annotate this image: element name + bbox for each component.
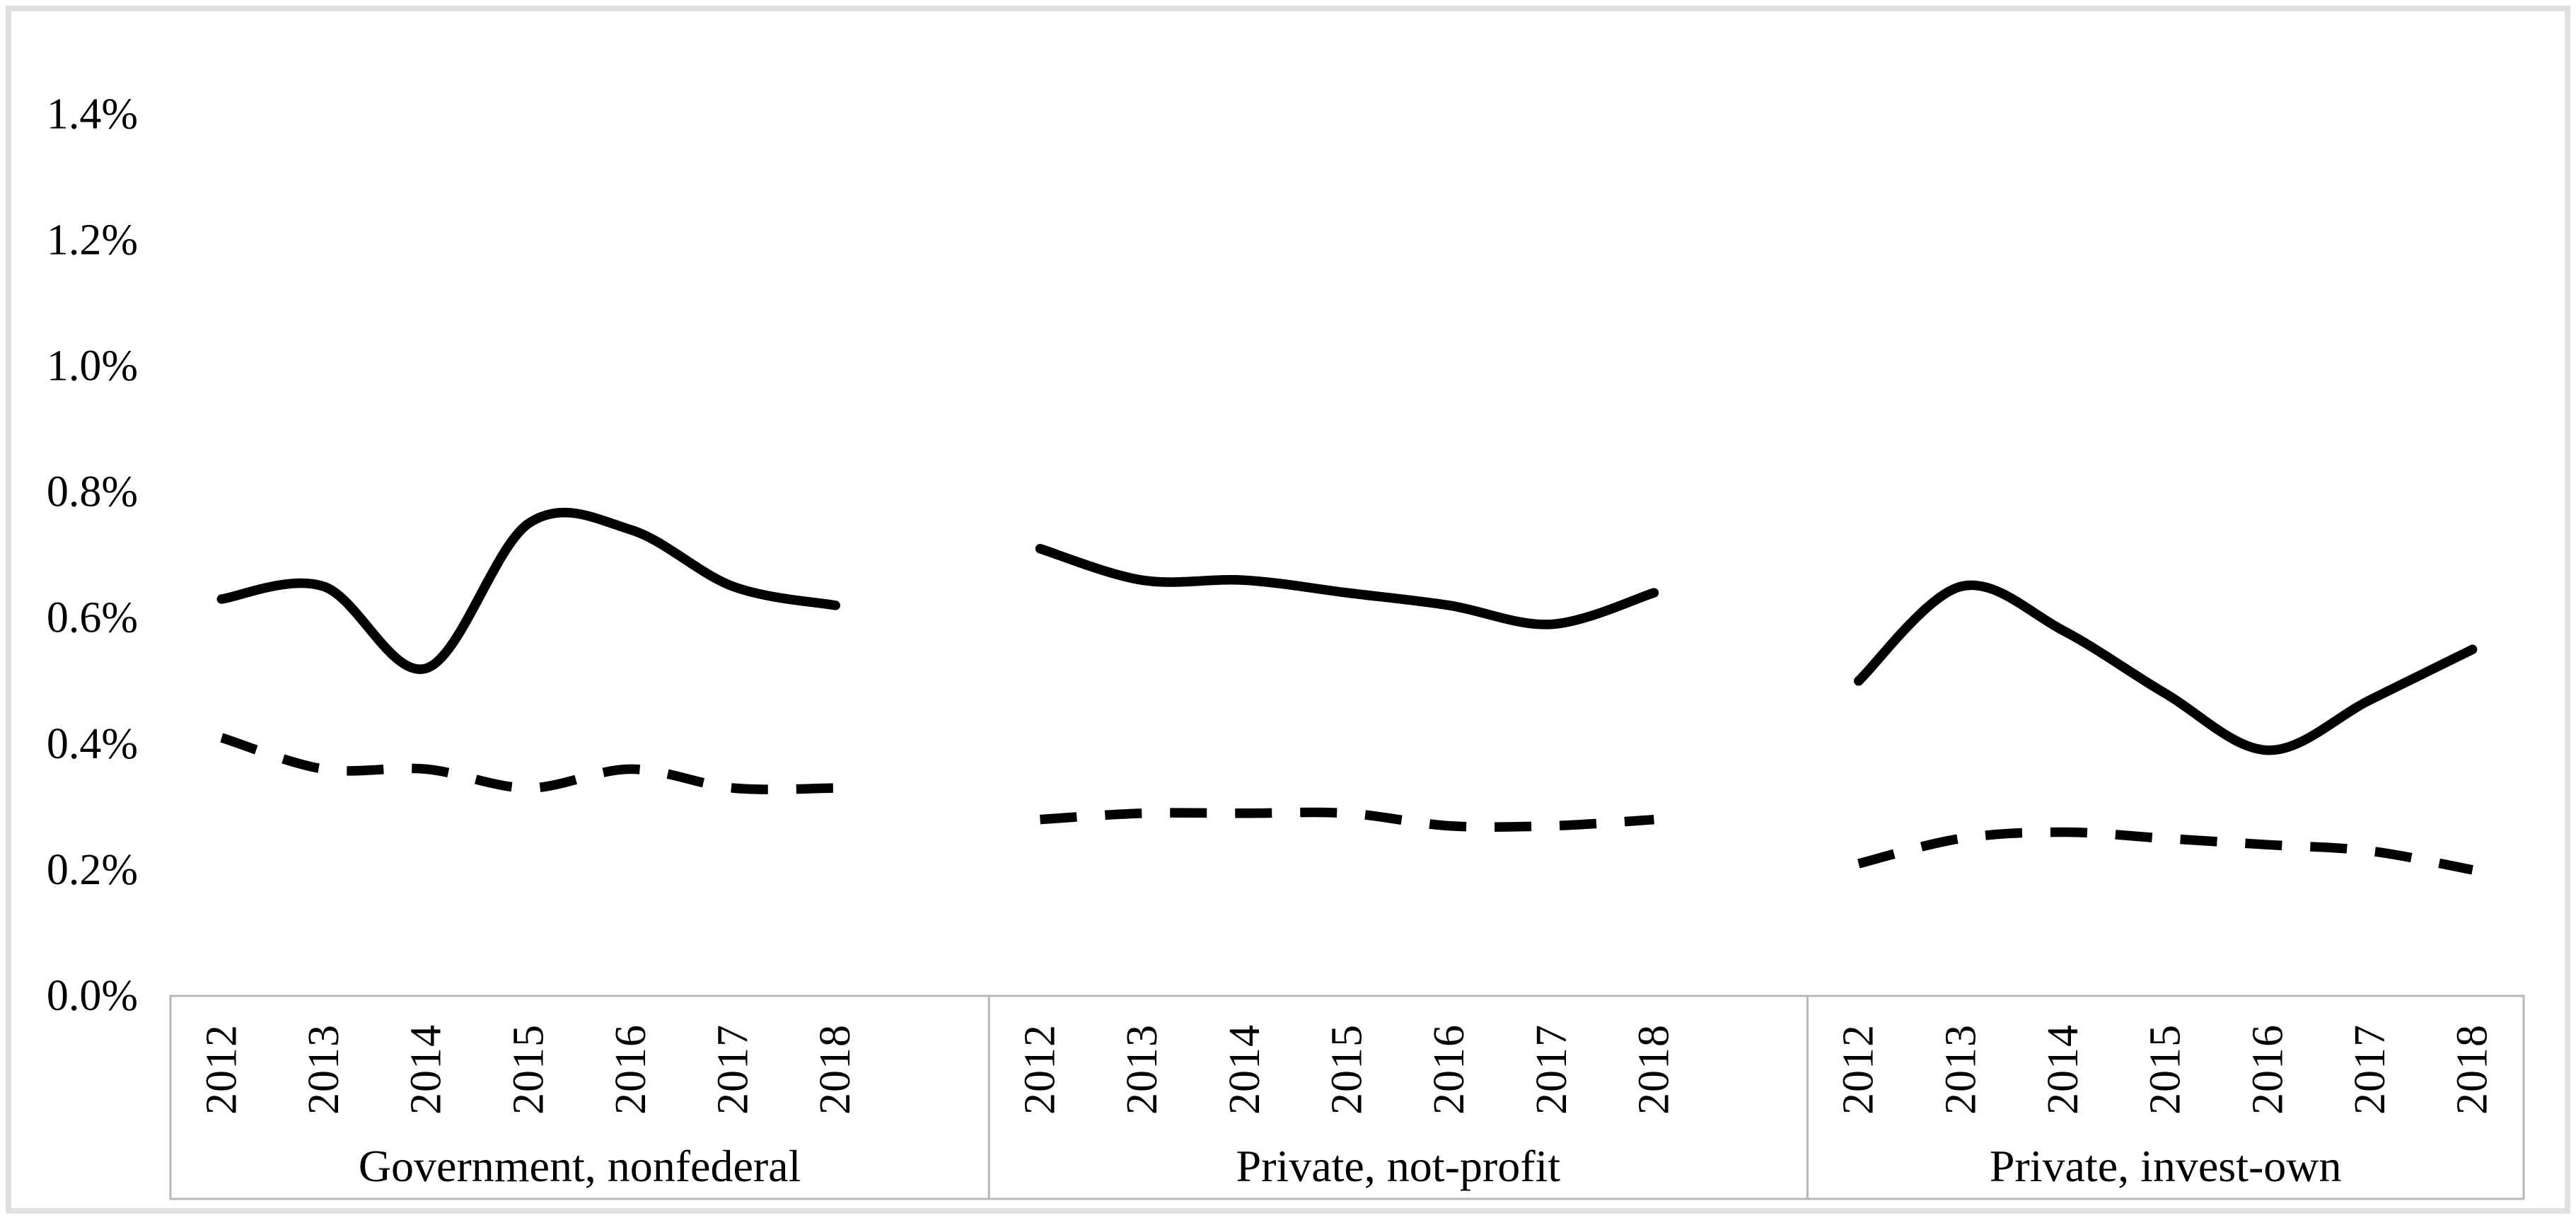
- x-axis-year-label: 2012: [1016, 1024, 1064, 1115]
- y-axis-tick-label: 1.2%: [47, 216, 138, 264]
- x-axis-year-label: 2018: [811, 1024, 859, 1115]
- x-axis-year-label: 2016: [2244, 1024, 2292, 1115]
- x-axis-year-label: 2016: [1425, 1024, 1473, 1115]
- x-axis-year-label: 2015: [2142, 1024, 2190, 1115]
- y-axis-tick-label: 0.2%: [47, 846, 138, 894]
- series-solid-line-panel-3: [1853, 580, 2478, 755]
- x-axis-year-label: 2012: [197, 1024, 245, 1115]
- y-axis-tick-label: 1.4%: [47, 90, 138, 138]
- x-axis-year-label: 2013: [1937, 1024, 1985, 1115]
- x-axis-year-label: 2014: [402, 1024, 451, 1115]
- x-axis-year-label: 2018: [1630, 1024, 1678, 1115]
- series-solid-line-panel-1: [216, 508, 840, 674]
- x-axis-year-label: 2016: [607, 1024, 655, 1115]
- x-axis-year-label: 2014: [1221, 1024, 1269, 1115]
- series-dashed-line-panel-1: [220, 733, 836, 794]
- x-axis-year-label: 2013: [300, 1024, 348, 1115]
- y-axis-tick-label: 1.0%: [47, 342, 138, 390]
- x-axis-year-label: 2018: [2449, 1024, 2497, 1115]
- x-axis-year-label: 2012: [1835, 1024, 1883, 1115]
- x-axis-year-label: 2017: [709, 1024, 758, 1115]
- x-axis-year-label: 2017: [1528, 1024, 1576, 1115]
- x-axis-year-label: 2015: [504, 1024, 552, 1115]
- panel-category-label: Private, not-profit: [1236, 1141, 1561, 1191]
- y-axis-tick-label: 0.6%: [47, 594, 138, 642]
- series-solid-line-panel-2: [1035, 543, 1659, 629]
- series-layer: [216, 508, 2478, 875]
- panel-category-label: Government, nonfederal: [359, 1141, 801, 1191]
- chart-outer-border: [6, 6, 2570, 1214]
- x-axis-year-label: 2017: [2346, 1024, 2394, 1115]
- x-axis-year-label: 2014: [2039, 1024, 2087, 1115]
- y-axis-tick-label: 0.4%: [47, 720, 138, 768]
- y-axis-tick-label: 0.0%: [47, 972, 138, 1020]
- x-axis-year-label: 2015: [1323, 1024, 1371, 1115]
- x-axis-year-label: 2013: [1118, 1024, 1166, 1115]
- y-axis-layer: 0.0% 0.2% 0.4% 0.6% 0.8% 1.0% 1.2% 1.4%: [47, 90, 138, 1020]
- y-axis-tick-label: 0.8%: [47, 468, 138, 516]
- panel-category-label: Private, invest-own: [1990, 1141, 2342, 1191]
- x-axis-layer: 2012 2013 2014 2015 2016 2017 2018Government, …: [197, 1024, 2496, 1191]
- x-axis-label-box: [169, 994, 2525, 1200]
